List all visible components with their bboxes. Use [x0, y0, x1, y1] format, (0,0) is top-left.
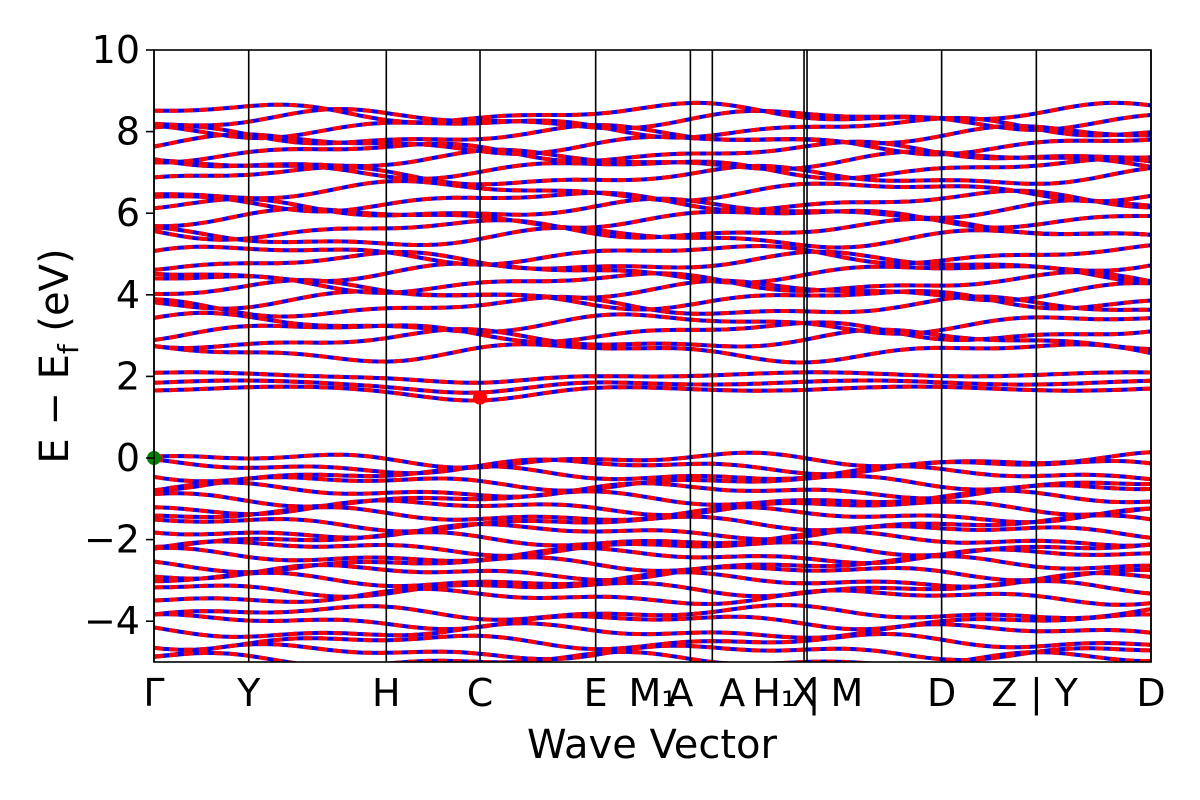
- x-tick-label: X: [791, 671, 817, 715]
- band-line-red: [154, 522, 1151, 542]
- band-line-red: [154, 586, 1151, 607]
- band-line-red: [154, 641, 1151, 662]
- band-line-red: [154, 384, 1151, 403]
- bands-layer: [154, 100, 1151, 662]
- band-line-red: [154, 310, 1151, 336]
- band-line-red: [154, 139, 1151, 165]
- band-line-red: [154, 602, 1151, 622]
- y-tick-label: 0: [116, 436, 140, 480]
- y-tick-label: −2: [84, 518, 140, 562]
- band-line-red: [154, 342, 1151, 365]
- y-tick-label: −4: [84, 599, 140, 643]
- x-tick-label: D: [927, 671, 956, 715]
- band-line-red: [154, 289, 1151, 312]
- cbm-marker: [473, 390, 488, 405]
- band-line-red: [154, 378, 1151, 395]
- x-tick-label: Y: [236, 671, 261, 715]
- y-axis-label-subscript: f: [52, 343, 85, 354]
- band-line-red: [154, 621, 1151, 640]
- x-axis-label: Wave Vector: [527, 722, 778, 768]
- band-line-red: [154, 147, 1151, 172]
- y-tick-label: 2: [116, 354, 140, 398]
- y-tick-label: 10: [92, 28, 140, 72]
- x-tick-label: |: [808, 671, 821, 716]
- band-line-red: [154, 249, 1151, 273]
- x-tick-label: Z: [991, 671, 1017, 715]
- band-line-red: [154, 612, 1151, 632]
- x-tick-label: D: [1136, 671, 1165, 715]
- band-line-red: [154, 480, 1151, 501]
- band-line-red: [154, 464, 1151, 484]
- band-line-red: [154, 529, 1151, 549]
- y-tick-label: 6: [116, 191, 140, 235]
- y-axis-label-main: E − E: [32, 354, 78, 464]
- band-line-red: [154, 649, 1151, 662]
- x-tick-label: A: [667, 671, 693, 715]
- x-tick-label: M₁: [628, 671, 676, 715]
- y-ticks: −4 −2 0 2 4 6 8 10: [84, 28, 154, 643]
- x-tick-label: H₁: [752, 671, 796, 715]
- band-line-red: [154, 123, 1151, 146]
- band-line-red: [154, 562, 1151, 583]
- band-line-red: [154, 578, 1151, 599]
- band-line-red: [154, 261, 1151, 285]
- x-tick-label: Y: [1054, 671, 1079, 715]
- band-line-red: [154, 545, 1151, 566]
- x-tick-label: H: [372, 671, 401, 715]
- band-line-blue: [154, 586, 1151, 607]
- y-tick-label: 8: [116, 110, 140, 154]
- band-line-red: [154, 178, 1151, 204]
- x-tick-label: |: [1030, 671, 1043, 716]
- x-tick-label: E: [584, 671, 608, 715]
- band-line-red: [154, 539, 1151, 558]
- band-line-red: [154, 513, 1151, 534]
- y-axis-label-unit: (eV): [32, 248, 78, 344]
- x-ticks: Γ Y H C E M₁A A H₁X| M D Z | Y D: [143, 671, 1165, 716]
- band-line-red: [154, 216, 1151, 242]
- y-tick-label: 4: [116, 273, 140, 317]
- x-tick-label: A: [719, 671, 745, 715]
- x-tick-label: C: [467, 671, 494, 715]
- band-line-red: [154, 243, 1151, 267]
- x-tick-label: Γ: [143, 671, 164, 715]
- band-line-red: [154, 116, 1151, 141]
- band-line-red: [154, 327, 1151, 352]
- band-line-blue: [154, 602, 1151, 622]
- plot-frame: [153, 49, 1152, 663]
- high-symmetry-lines: [153, 50, 1152, 662]
- band-line-red: [154, 370, 1151, 385]
- x-tick-label: M: [831, 671, 864, 715]
- band-line-red: [154, 457, 1151, 477]
- y-axis-label: E − Ef (eV): [32, 248, 85, 463]
- band-line-red: [154, 100, 1151, 125]
